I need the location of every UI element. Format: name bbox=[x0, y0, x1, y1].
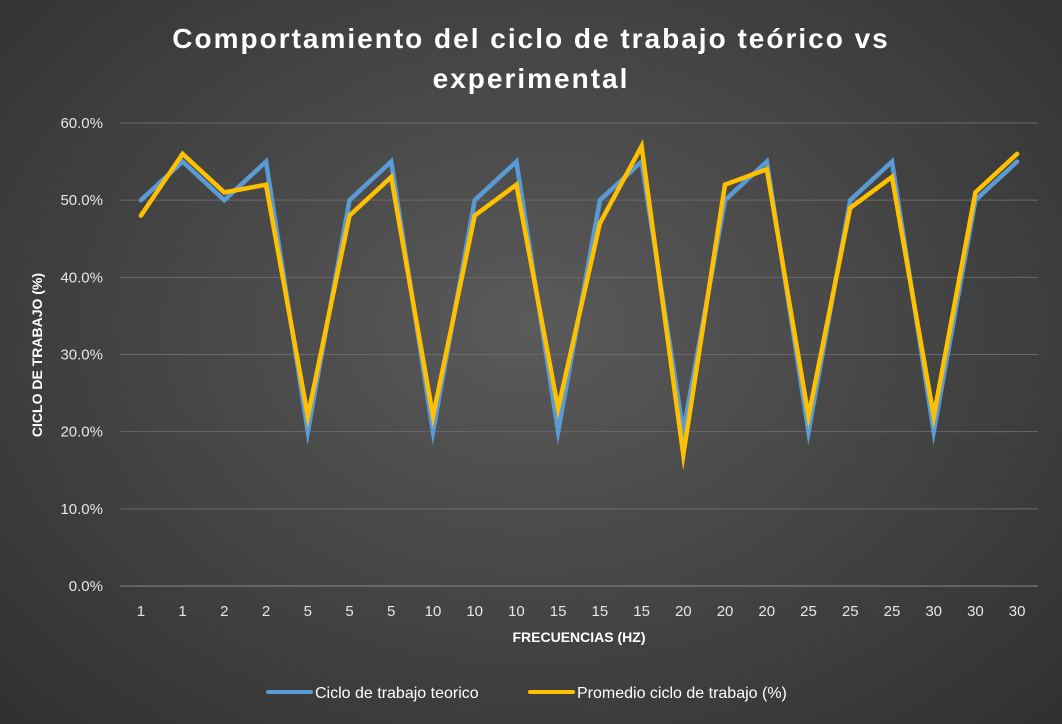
x-tick-label: 15 bbox=[592, 603, 609, 620]
x-tick-label: 25 bbox=[800, 603, 817, 620]
x-tick-label: 15 bbox=[550, 603, 567, 620]
x-tick-label: 5 bbox=[387, 603, 395, 620]
x-axis-title: FRECUENCIAS (HZ) bbox=[513, 629, 646, 645]
series-lines bbox=[138, 139, 1020, 471]
y-tick-label: 30.0% bbox=[60, 347, 103, 364]
x-tick-label: 2 bbox=[262, 603, 270, 620]
x-tick-label: 10 bbox=[508, 603, 525, 620]
y-axis-title: CICLO DE TRABAJO (%) bbox=[29, 273, 45, 437]
y-tick-label: 50.0% bbox=[60, 192, 103, 209]
x-tick-label: 15 bbox=[633, 603, 650, 620]
y-tick-label: 60.0% bbox=[60, 115, 103, 132]
x-tick-label: 30 bbox=[925, 603, 942, 620]
x-tick-label: 20 bbox=[717, 603, 734, 620]
x-tick-label: 30 bbox=[967, 603, 984, 620]
x-tick-label: 10 bbox=[466, 603, 483, 620]
x-tick-label: 10 bbox=[425, 603, 442, 620]
x-tick-label: 1 bbox=[178, 603, 186, 620]
legend: Ciclo de trabajo teorico Promedio ciclo … bbox=[266, 685, 787, 702]
x-tick-label: 5 bbox=[345, 603, 353, 620]
chart-title-line-1: Comportamiento del ciclo de trabajo teór… bbox=[172, 23, 889, 54]
gridlines bbox=[120, 122, 1038, 587]
series-line-promedio bbox=[138, 139, 1020, 471]
x-tick-label: 2 bbox=[220, 603, 228, 620]
x-tick-label: 20 bbox=[675, 603, 692, 620]
x-tick-label: 20 bbox=[758, 603, 775, 620]
x-axis-ticks: 1 1 2 2 5 5 5 10 10 10 15 15 15 20 20 20 25 25 25 30 30 30 bbox=[137, 603, 1026, 620]
legend-label-promedio: Promedio ciclo de trabajo (%) bbox=[577, 685, 787, 702]
x-tick-label: 30 bbox=[1009, 603, 1026, 620]
y-tick-label: 0.0% bbox=[69, 578, 103, 595]
x-tick-label: 25 bbox=[842, 603, 859, 620]
series-line-teorico bbox=[138, 157, 1020, 446]
y-tick-label: 20.0% bbox=[60, 424, 103, 441]
legend-label-teorico: Ciclo de trabajo teorico bbox=[315, 685, 479, 702]
chart-title-line-2: experimental bbox=[433, 63, 630, 94]
x-tick-label: 25 bbox=[884, 603, 901, 620]
y-tick-label: 10.0% bbox=[60, 501, 103, 518]
y-tick-label: 40.0% bbox=[60, 269, 103, 286]
x-tick-label: 5 bbox=[304, 603, 312, 620]
x-tick-label: 1 bbox=[137, 603, 145, 620]
y-axis-ticks: 0.0% 10.0% 20.0% 30.0% 40.0% 50.0% 60.0% bbox=[60, 115, 103, 595]
